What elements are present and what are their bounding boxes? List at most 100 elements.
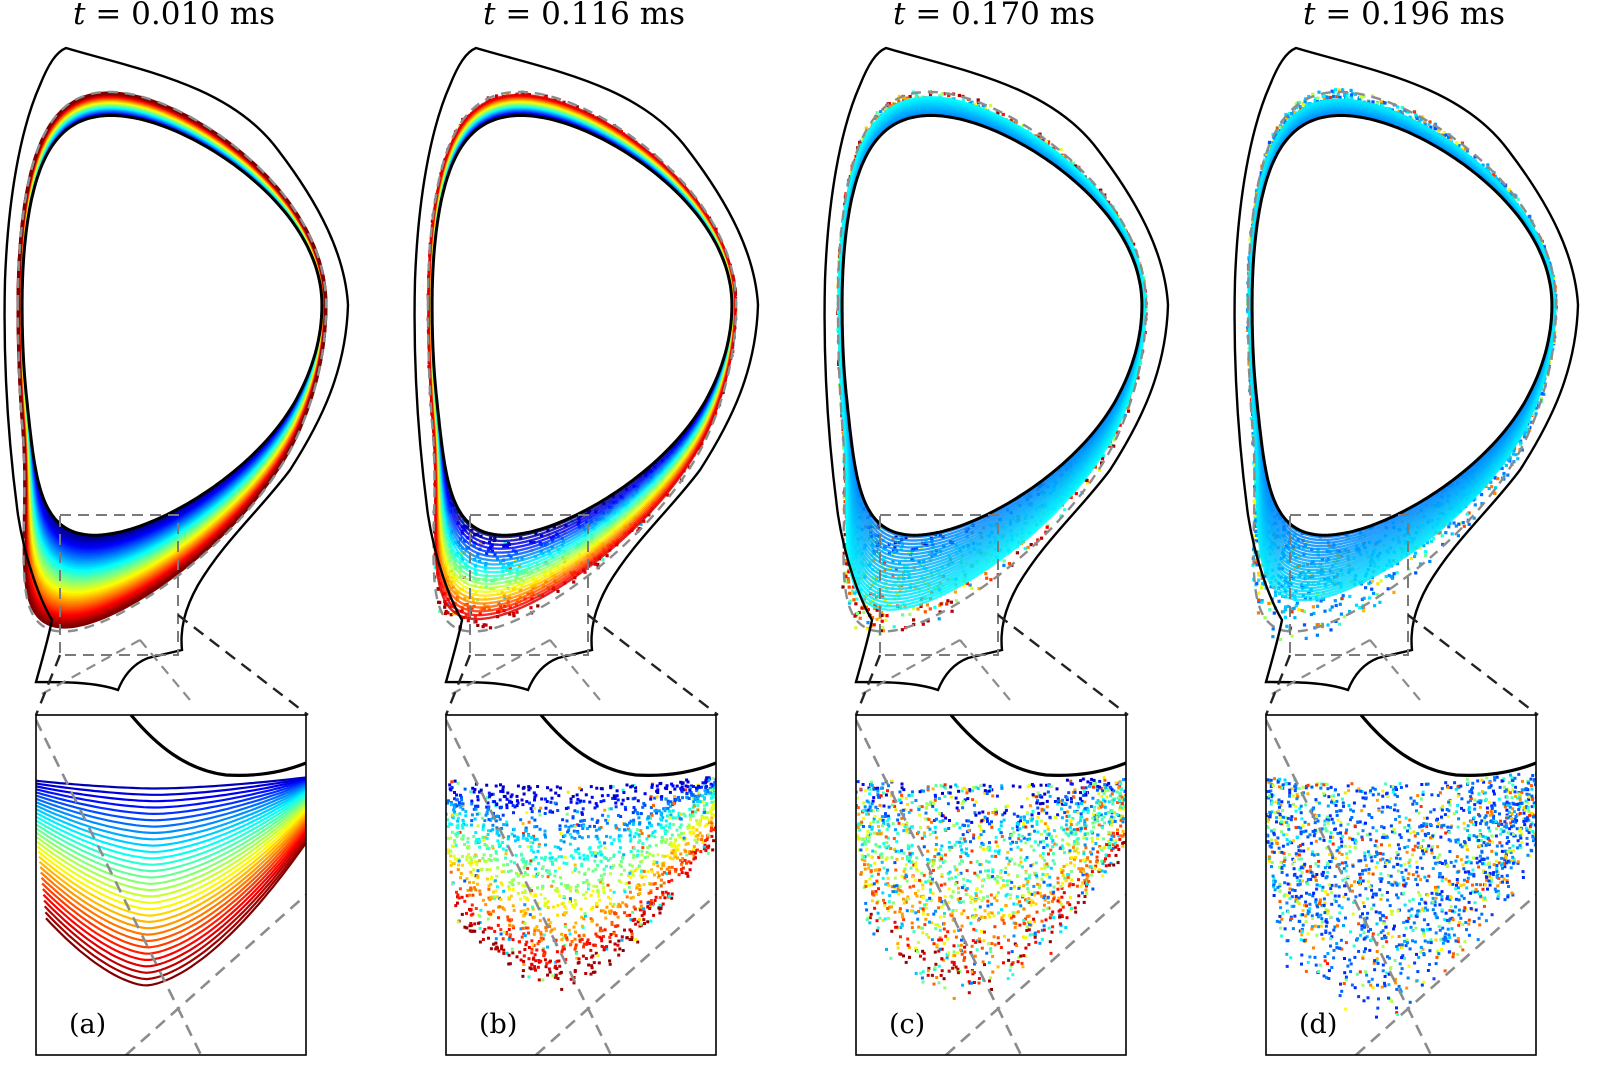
particle (491, 792, 495, 796)
flux-surface (36, 782, 306, 822)
particle (569, 824, 573, 828)
particle (510, 832, 514, 836)
particle (433, 565, 437, 569)
particle (545, 869, 549, 873)
particle (646, 901, 650, 905)
particle (580, 924, 584, 928)
particle (629, 896, 633, 900)
particle (502, 951, 506, 955)
particle (653, 835, 657, 839)
particle (569, 797, 573, 801)
particle (521, 822, 525, 826)
particle (486, 796, 489, 800)
particle (476, 874, 480, 878)
particle (679, 817, 683, 821)
particle (492, 942, 496, 946)
particle (685, 861, 688, 865)
particle (588, 824, 592, 828)
zoom-connector (444, 654, 472, 716)
particle (579, 799, 582, 803)
particle (471, 893, 475, 897)
particle (526, 866, 530, 870)
particle (554, 791, 558, 795)
particle (563, 834, 567, 838)
particle (659, 823, 663, 827)
particle (521, 836, 525, 840)
particle (492, 890, 496, 894)
particle (521, 920, 525, 924)
particle (688, 868, 692, 872)
particle (463, 596, 467, 600)
particle (730, 811, 733, 814)
particle (692, 845, 696, 849)
particle (553, 927, 557, 931)
particle (579, 819, 583, 823)
particle (475, 863, 479, 867)
particle (487, 884, 491, 888)
inset-frame (445, 714, 717, 1056)
particle (446, 825, 450, 828)
particle (501, 813, 505, 817)
particle (464, 814, 468, 818)
particle (483, 567, 487, 571)
time-variable: t (73, 0, 86, 32)
particle (628, 938, 632, 941)
particle (670, 833, 674, 837)
particle (700, 794, 704, 798)
particle (628, 890, 632, 894)
particle (575, 801, 579, 805)
particle (473, 788, 477, 791)
particle (663, 832, 667, 836)
particle (449, 801, 453, 804)
particle (546, 786, 549, 790)
particle (505, 932, 509, 936)
particle (664, 890, 668, 894)
particle (608, 962, 612, 966)
particle (511, 938, 515, 942)
particle (699, 785, 703, 789)
particle (580, 836, 584, 840)
particle (565, 938, 569, 942)
particle (638, 821, 642, 825)
particle (436, 587, 441, 591)
particle (469, 858, 473, 862)
particle (466, 605, 470, 610)
particle (569, 943, 573, 947)
time-value: = 0.116 ms (495, 0, 685, 32)
particle (539, 932, 543, 936)
particle (549, 859, 553, 863)
particle (479, 541, 483, 545)
particle (706, 790, 710, 793)
particle (670, 865, 674, 869)
particle (528, 786, 532, 790)
particle (638, 908, 642, 912)
particle (529, 807, 533, 811)
particle (452, 612, 456, 616)
particle (457, 863, 460, 867)
particle (548, 925, 551, 928)
particle (632, 784, 636, 787)
particle (736, 808, 739, 811)
particle (646, 846, 650, 850)
particle (668, 843, 672, 847)
particle (628, 863, 632, 867)
particle (657, 906, 661, 910)
particle (731, 784, 734, 787)
particle (700, 838, 704, 841)
flux-surface (36, 786, 306, 841)
particle (564, 824, 568, 828)
particle (566, 790, 570, 794)
particle (495, 557, 500, 561)
core-boundary (539, 715, 716, 777)
particle (556, 904, 560, 907)
particle (461, 834, 465, 838)
particle (577, 852, 581, 856)
particle (507, 835, 510, 839)
particle (510, 947, 514, 951)
particle (700, 834, 704, 838)
particle (712, 828, 716, 832)
particle (522, 932, 526, 936)
particle (563, 943, 567, 947)
particle (505, 823, 509, 827)
particle (648, 844, 652, 848)
